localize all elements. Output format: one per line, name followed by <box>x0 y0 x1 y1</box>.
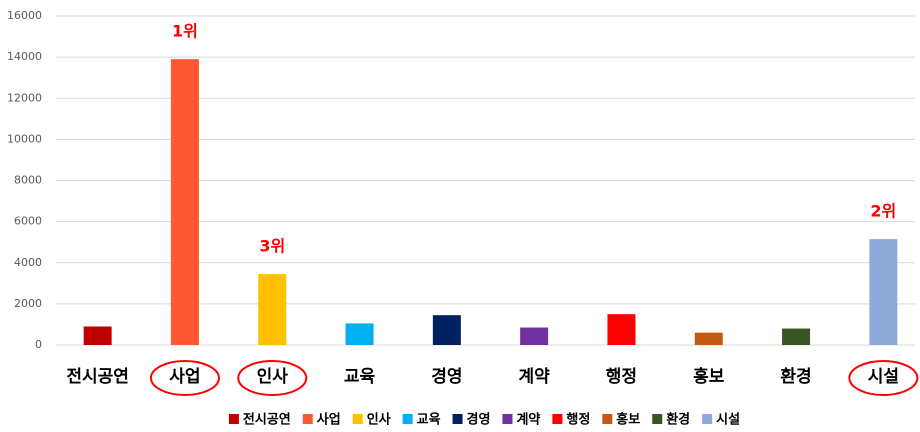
annotation: 2위 <box>870 202 896 221</box>
x-tick-label: 교육 <box>344 367 376 387</box>
x-tick-label: 행정 <box>606 367 637 387</box>
legend-swatch <box>652 414 663 424</box>
x-tick-label: 경영 <box>431 367 462 387</box>
legend-label: 인사 <box>367 412 391 428</box>
legend-swatch <box>552 414 563 424</box>
legend-label: 사업 <box>317 412 341 428</box>
bar <box>694 332 723 345</box>
bar <box>258 274 287 345</box>
legend-swatch <box>452 414 463 424</box>
legend-swatch <box>302 414 313 424</box>
legend-label: 계약 <box>516 412 540 428</box>
legend-swatch <box>402 414 413 424</box>
highlight-circle <box>848 360 919 396</box>
annotation: 1위 <box>172 22 198 41</box>
x-tick-label: 계약 <box>519 366 551 387</box>
x-tick-label: 홍보 <box>693 366 725 387</box>
legend-label: 환경 <box>666 412 690 428</box>
bar <box>607 314 636 345</box>
y-tick-label: 12000 <box>7 91 42 104</box>
bar <box>432 315 461 345</box>
bar <box>83 326 112 345</box>
highlight-circle <box>149 360 220 396</box>
x-tick-label: 시설 <box>868 367 899 387</box>
y-tick-label: 14000 <box>7 50 42 63</box>
legend-label: 시설 <box>716 413 740 428</box>
legend-swatch <box>228 414 239 424</box>
legend-label: 경영 <box>467 412 491 428</box>
legend-swatch <box>352 414 363 424</box>
legend-swatch <box>702 414 713 424</box>
x-tick-label: 전시공연 <box>66 367 129 387</box>
highlight-circle <box>237 360 308 396</box>
legend-swatch <box>602 414 613 424</box>
bar <box>520 327 549 345</box>
x-tick-label: 환경 <box>780 367 811 387</box>
x-tick-label: 인사 <box>257 367 289 387</box>
y-tick-label: 0 <box>35 338 42 351</box>
y-tick-label: 2000 <box>14 297 42 310</box>
annotation: 3위 <box>259 237 285 256</box>
y-tick-label: 4000 <box>14 256 42 269</box>
legend-swatch <box>502 414 513 424</box>
y-tick-label: 10000 <box>7 132 42 145</box>
bar <box>782 328 811 345</box>
y-tick-label: 8000 <box>14 174 42 187</box>
x-tick-label: 사업 <box>169 367 200 387</box>
legend-label: 교육 <box>417 412 441 428</box>
bar <box>170 59 199 346</box>
bar <box>869 239 898 345</box>
bar <box>345 323 374 345</box>
y-tick-label: 16000 <box>7 9 42 22</box>
legend-label: 행정 <box>566 412 590 428</box>
legend-label: 홍보 <box>616 412 640 428</box>
legend-label: 전시공연 <box>243 412 291 428</box>
y-tick-label: 6000 <box>14 215 42 228</box>
